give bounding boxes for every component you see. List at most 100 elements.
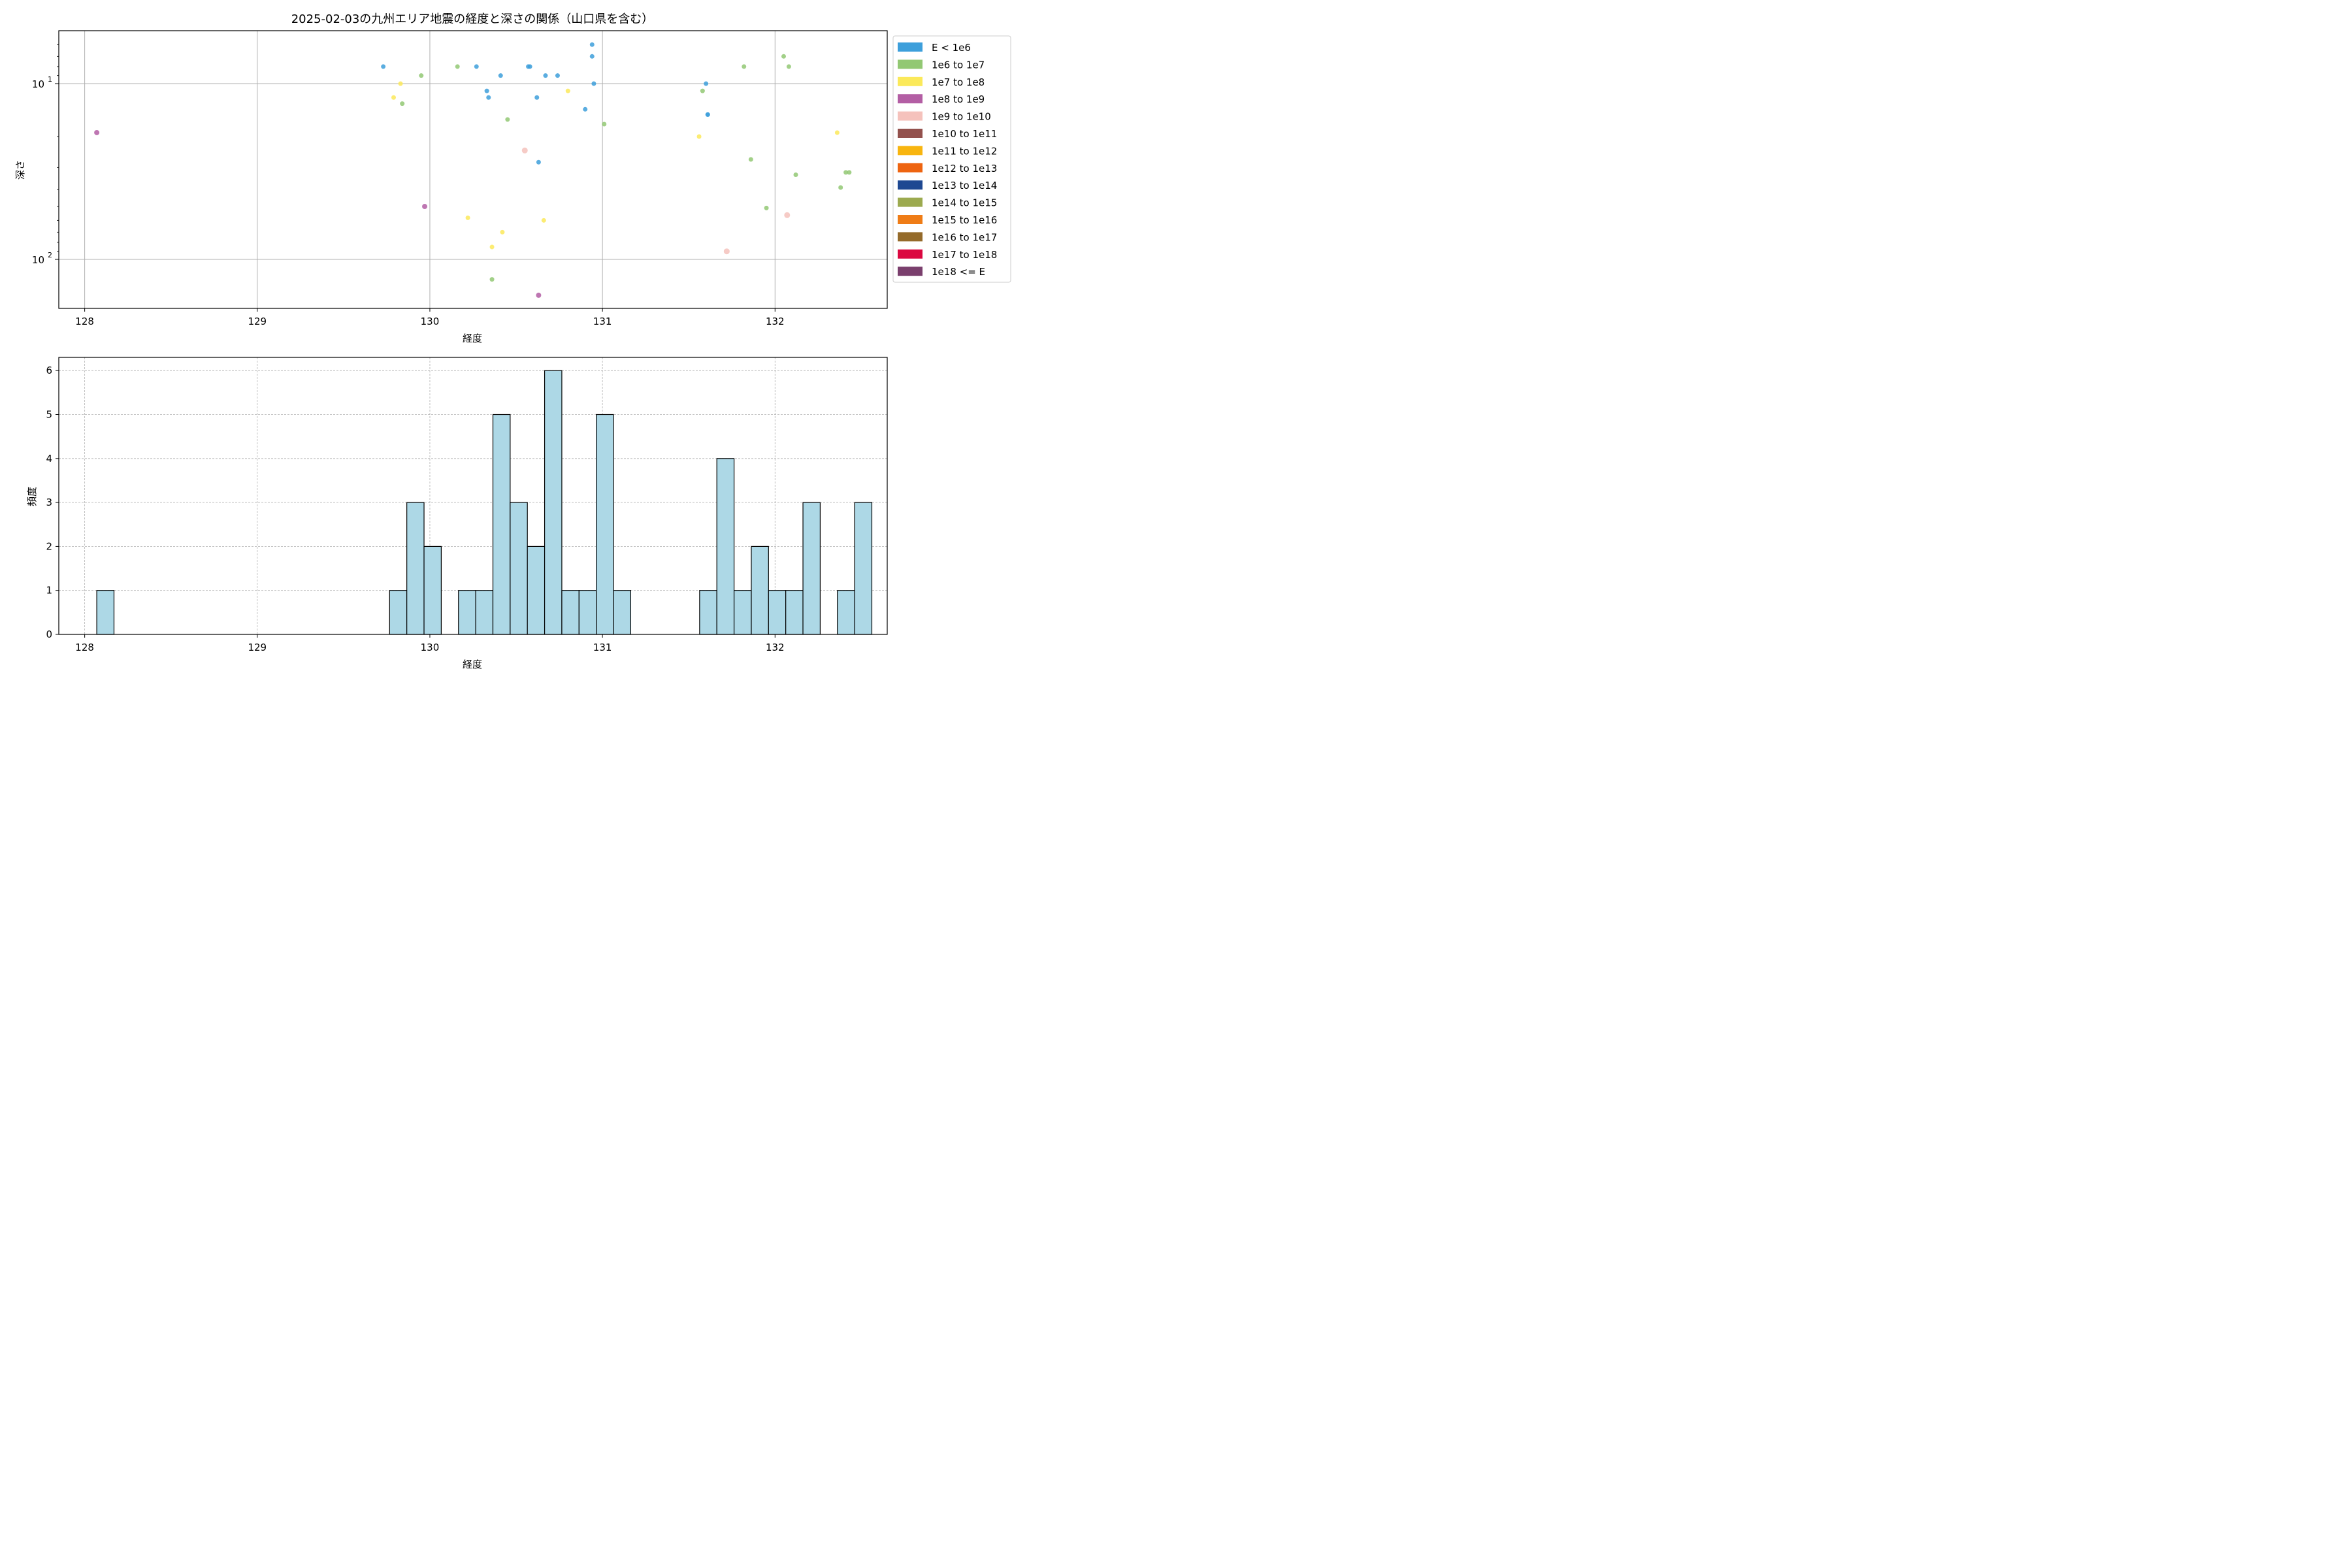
histogram-bar [716,458,735,635]
histogram-bar [768,590,787,635]
legend-label: 1e13 to 1e14 [932,180,997,191]
legend-swatch [898,111,923,121]
scatter-point [486,95,491,100]
histogram-bar [510,502,528,635]
histogram-y-tick-label: 6 [46,365,52,376]
legend-label: 1e7 to 1e8 [932,76,985,88]
scatter-point [589,54,595,59]
scatter-point [474,64,479,69]
histogram-bar [854,502,873,635]
histogram-bar [751,546,769,635]
scatter-point [602,122,607,127]
histogram-x-tick-label: 130 [421,642,440,653]
legend-swatch [898,146,923,155]
scatter-point [793,172,798,177]
histogram-x-axis-label: 経度 [463,659,482,670]
histogram-bar [406,502,425,635]
scatter-point [705,112,710,117]
histogram-y-tick-label: 2 [46,540,52,552]
chart-canvas: 2025-02-03の九州エリア地震の経度と深さの関係（山口県を含む） 128 1… [14,12,1011,670]
legend-label: E < 1e6 [932,42,971,54]
scatter-point [541,218,546,223]
legend-swatch [898,59,923,69]
scatter-y-axis-label: 深さ [14,160,26,180]
legend-swatch [898,129,923,138]
scatter-x-tick-label: 128 [75,316,94,327]
histogram-bar [389,590,408,635]
scatter-point [838,185,843,190]
figure: 2025-02-03の九州エリア地震の経度と深さの関係（山口県を含む） 128 1… [0,0,1019,679]
scatter-y-tick-exponent: 1 [48,75,52,84]
scatter-point [391,95,396,100]
scatter-point [784,212,791,218]
scatter-point [484,88,489,93]
histogram-bar [561,590,580,635]
scatter-point [748,157,753,162]
scatter-point [527,64,532,69]
histogram-bar [578,590,597,635]
histogram-bar [544,370,563,635]
scatter-y-tick-label: 10 [32,78,44,90]
scatter-point [583,106,588,112]
scatter-point [489,277,495,282]
scatter-point [742,64,747,69]
scatter-point [455,64,460,69]
legend-swatch [898,180,923,190]
scatter-point [419,73,424,78]
scatter-y-ticks: 10 1 10 2 [32,44,59,266]
scatter-point [465,215,470,220]
scatter-point [536,159,541,165]
histogram-bar [96,590,115,635]
histogram-y-tick-label: 5 [46,408,52,420]
scatter-title: 2025-02-03の九州エリア地震の経度と深さの関係（山口県を含む） [291,12,654,26]
scatter-point [534,95,540,100]
scatter-point [536,292,542,298]
legend-swatch [898,163,923,172]
histogram-x-tick-label: 128 [75,642,94,653]
legend-label: 1e16 to 1e17 [932,231,997,243]
scatter-y-tick-label: 10 [32,254,44,266]
histogram-y-tick-label: 1 [46,585,52,596]
scatter-point [521,147,528,154]
legend-label: 1e18 <= E [932,266,985,278]
scatter-x-tick-label: 132 [766,316,785,327]
scatter-point [498,73,503,78]
histogram-x-tick-label: 129 [248,642,267,653]
histogram-x-tick-label: 131 [593,642,612,653]
scatter-point [543,73,548,78]
histogram-bar [475,590,494,635]
histogram-bar [613,590,631,635]
legend-label: 1e8 to 1e9 [932,93,985,105]
scatter-point [781,54,786,59]
scatter-point [505,117,510,122]
histogram-axes-frame [58,357,888,635]
scatter-point [700,88,705,93]
scatter-point [723,248,730,255]
legend-label: 1e12 to 1e13 [932,163,997,174]
scatter-x-tick-label: 129 [248,316,267,327]
histogram-y-ticks: 0 1 2 3 4 5 6 [46,365,59,640]
scatter-y-tick-exponent: 2 [48,251,52,259]
legend-label: 1e15 to 1e16 [932,214,997,226]
histogram-bar [733,590,752,635]
scatter-point [500,229,505,235]
scatter-points [94,42,852,298]
histogram-bar [527,546,546,635]
legend-label: 1e11 to 1e12 [932,145,997,157]
scatter-point [843,170,849,175]
scatter-point [834,130,840,135]
scatter-point [704,81,709,86]
histogram-y-axis-label: 頻度 [26,487,38,506]
legend-swatch [898,249,923,259]
scatter-point [847,170,852,175]
histogram-bar [596,414,614,635]
histogram-bar [492,414,511,635]
legend-label: 1e17 to 1e18 [932,249,997,261]
scatter-grid [59,31,887,308]
scatter-point [591,81,596,86]
histogram-bar [802,502,821,635]
histogram-bar [699,590,717,635]
scatter-point [555,73,560,78]
scatter-point [489,244,495,250]
scatter-point [94,129,100,135]
